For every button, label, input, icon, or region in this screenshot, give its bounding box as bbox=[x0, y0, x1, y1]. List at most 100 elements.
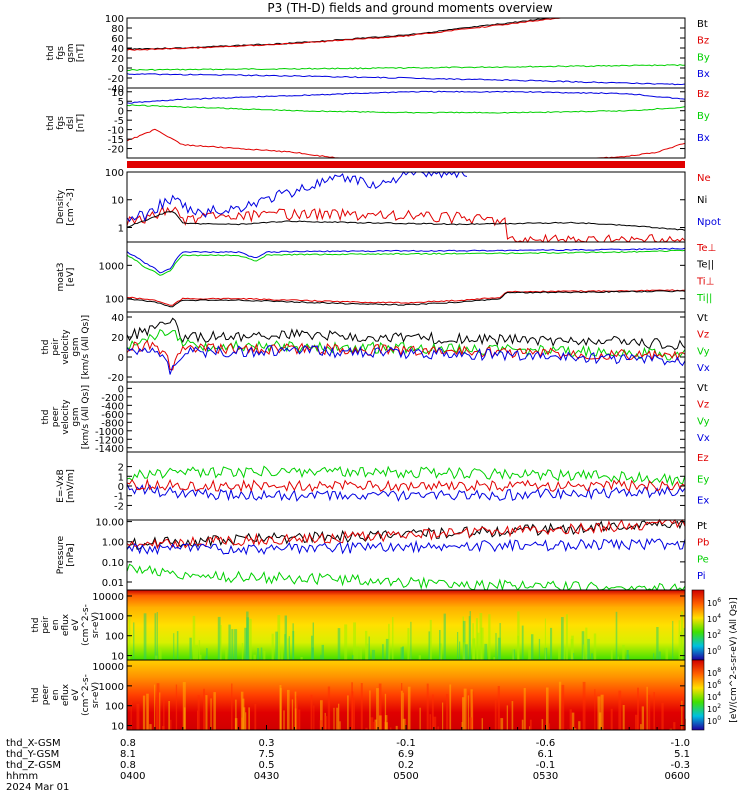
y-axis-label: velocity bbox=[61, 399, 71, 435]
spectrogram-streak bbox=[548, 723, 550, 730]
spectrogram-streak bbox=[472, 639, 475, 660]
spectrogram-streak bbox=[245, 712, 246, 730]
y-axis-label: thd bbox=[41, 340, 51, 355]
y-axis-label: peer bbox=[41, 684, 51, 705]
spectrogram-streak bbox=[168, 701, 170, 730]
spectrogram-streak bbox=[370, 717, 373, 730]
colorbar-tick-label: 106 bbox=[707, 597, 721, 608]
y-axis-label: velocity bbox=[61, 329, 71, 365]
legend-entry-vz: Vz bbox=[697, 400, 709, 411]
spectrogram-streak bbox=[545, 619, 546, 661]
y-axis-label: [nPa] bbox=[66, 543, 76, 566]
x-row-label: thd_Z-GSM bbox=[6, 760, 61, 771]
legend-entry-bx: Bx bbox=[697, 133, 710, 144]
spectrogram-streak bbox=[280, 685, 282, 730]
spectrogram-streak bbox=[578, 721, 580, 730]
separator-bar bbox=[127, 161, 685, 168]
y-axis-label: peir bbox=[41, 616, 51, 634]
spectrogram-streak bbox=[622, 645, 625, 660]
spectrogram-streak bbox=[200, 655, 202, 660]
y-tick-label: 10000 bbox=[92, 592, 124, 603]
spectrogram-streak bbox=[170, 720, 171, 730]
legend-entry-vt: Vt bbox=[697, 313, 708, 324]
spectrogram-streak bbox=[154, 685, 155, 730]
legend-entry-vx: Vx bbox=[697, 363, 710, 374]
spectrogram-streak bbox=[281, 649, 284, 661]
spectrogram-streak bbox=[177, 631, 179, 660]
spectrogram-streak bbox=[653, 653, 654, 660]
spectrogram-streak bbox=[459, 642, 460, 661]
spectrogram-streak bbox=[228, 625, 230, 660]
spectrogram-streak bbox=[333, 708, 334, 730]
x-row-label: 2024 Mar 01 bbox=[6, 782, 69, 793]
spectrogram-streak bbox=[659, 652, 661, 661]
y-tick-label: 10000 bbox=[92, 662, 124, 673]
legend-entry-ez: Ez bbox=[697, 453, 709, 464]
spectrogram-streak bbox=[419, 655, 421, 660]
spectrogram-streak bbox=[583, 682, 586, 730]
y-axis-label: thd bbox=[46, 116, 56, 131]
spectrogram-streak bbox=[338, 704, 339, 730]
spectrogram-streak bbox=[287, 690, 290, 730]
legend-entry-bz: Bz bbox=[697, 36, 709, 47]
spectrogram-streak bbox=[283, 710, 284, 730]
legend-entry-ne: Ne bbox=[697, 173, 711, 184]
spectrogram-streak bbox=[542, 719, 544, 730]
spectrogram-streak bbox=[386, 722, 388, 730]
spectrogram-streak bbox=[253, 655, 256, 660]
legend-entry-ni: Ni bbox=[697, 195, 707, 206]
spectrogram-streak bbox=[328, 687, 330, 731]
spectrogram-streak bbox=[234, 629, 237, 660]
spectrogram-streak bbox=[324, 716, 327, 730]
spectrogram-streak bbox=[627, 650, 629, 660]
y-tick-label: 1000 bbox=[99, 612, 124, 623]
spectrogram-streak bbox=[558, 648, 561, 660]
spectrogram-streak bbox=[289, 636, 290, 660]
spectrogram-streak bbox=[432, 695, 434, 731]
colorbar-tick-label: 104 bbox=[707, 613, 721, 624]
x-tick-label: 0.8 bbox=[120, 738, 136, 749]
spectrogram-streak bbox=[156, 699, 158, 730]
figure-title: P3 (TH-D) fields and ground moments over… bbox=[267, 1, 552, 15]
spectrogram-streak bbox=[392, 617, 394, 660]
colorbar-tick-label: 102 bbox=[707, 629, 721, 640]
spectrogram-streak bbox=[356, 647, 359, 660]
spectrogram-streak bbox=[430, 620, 432, 660]
spectrogram-streak bbox=[263, 651, 265, 660]
colorbar bbox=[692, 590, 704, 660]
spectrogram-streak bbox=[616, 612, 618, 660]
spectrogram-streak bbox=[407, 628, 409, 660]
spectrogram-streak bbox=[257, 648, 259, 660]
spectrogram-streak bbox=[559, 682, 561, 730]
spectrogram-streak bbox=[500, 718, 503, 730]
y-tick-label: -1400 bbox=[95, 444, 124, 455]
spectrogram-streak bbox=[199, 640, 200, 660]
spectrogram-streak bbox=[666, 648, 669, 660]
y-axis-label: [eV] bbox=[66, 268, 76, 287]
spectrogram-streak bbox=[468, 695, 469, 730]
spectrogram-streak bbox=[313, 706, 314, 731]
spectrogram-streak bbox=[449, 685, 451, 731]
spectrogram-streak bbox=[344, 624, 347, 660]
spectrogram-streak bbox=[184, 707, 186, 730]
spectrogram-streak bbox=[313, 623, 314, 661]
y-tick-label: 100 bbox=[105, 295, 124, 306]
y-tick-label: 10 bbox=[111, 722, 124, 733]
spectrogram-streak bbox=[561, 685, 564, 730]
x-tick-label: 5.1 bbox=[674, 749, 690, 760]
spectrogram-streak bbox=[430, 714, 432, 730]
spectrogram-streak bbox=[203, 689, 205, 730]
spectrogram-streak bbox=[338, 628, 341, 660]
spectrogram-streak bbox=[159, 648, 162, 660]
legend-entry-npot: Npot bbox=[697, 217, 721, 228]
x-tick-label: 0.5 bbox=[259, 760, 275, 771]
spectrogram-streak bbox=[376, 688, 379, 730]
spectrogram-streak bbox=[482, 718, 483, 730]
spectrogram-streak bbox=[157, 612, 158, 660]
x-tick-label: 0400 bbox=[120, 771, 145, 782]
series-line-by bbox=[127, 65, 685, 71]
legend-entry-vy: Vy bbox=[697, 416, 710, 427]
spectrogram-streak bbox=[322, 645, 324, 660]
